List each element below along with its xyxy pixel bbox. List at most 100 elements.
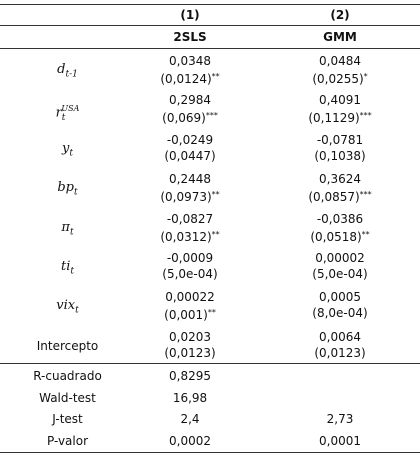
- estimate-cell: 0,4091 (0,1129)***: [275, 92, 405, 126]
- estimate-cell: 0,00002 (5,0e-04): [275, 250, 405, 284]
- column-number: (1): [180, 8, 200, 22]
- statistic-label: R-cuadrado: [33, 369, 102, 383]
- se-value: (0,0123): [314, 345, 366, 360]
- standard-error: (0,0312)**: [125, 227, 255, 245]
- significance-stars: **: [211, 190, 220, 200]
- coefficient: 0,00022: [165, 290, 215, 305]
- coefficient: 0,3624: [319, 172, 361, 187]
- rule: [0, 363, 420, 364]
- coefficient: 0,00002: [315, 251, 365, 265]
- standard-error: (0,0518)**: [275, 227, 405, 245]
- variable-name: bp: [57, 180, 75, 196]
- standard-error: (0,0255)*: [275, 69, 405, 87]
- standard-error: (0,1038): [275, 148, 405, 164]
- estimate-cell: -0,0827 (0,0312)**: [125, 211, 255, 245]
- rule: [0, 25, 420, 26]
- estimate-cell: -0,0249 (0,0447): [125, 132, 255, 166]
- standard-error: (0,0447): [125, 148, 255, 164]
- coefficient: 0,0484: [319, 54, 361, 68]
- se-value: (0,0255): [312, 72, 364, 86]
- estimate-cell: 0,3624 (0,0857)***: [275, 171, 405, 205]
- se-value: (0,069): [162, 111, 206, 126]
- variable-name: r: [55, 105, 62, 121]
- standard-error: (0,001)**: [125, 305, 255, 323]
- coefficient: -0,0009: [166, 251, 214, 265]
- se-value: (0,0518): [310, 229, 362, 244]
- statistic-label: J-test: [52, 412, 83, 426]
- coefficient: -0,0827: [166, 211, 214, 226]
- estimate-cell: -0,0009 (5,0e-04): [125, 250, 255, 284]
- standard-error: (8,0e-04): [275, 305, 405, 321]
- estimate-cell: 0,0005 (8,0e-04): [275, 289, 405, 323]
- statistic-label: Wald-test: [39, 390, 96, 405]
- significance-stars: ***: [359, 111, 372, 121]
- rule: [0, 4, 420, 5]
- method-name: GMM: [323, 30, 357, 44]
- statistic-label: P-valor: [46, 433, 89, 448]
- variable-subscript: t: [69, 148, 73, 159]
- se-value: (0,0124): [160, 72, 212, 86]
- coefficient: 0,4091: [319, 93, 361, 108]
- standard-error: (0,069)***: [125, 108, 255, 126]
- se-value: (5,0e-04): [312, 267, 368, 281]
- significance-stars: ***: [359, 190, 372, 200]
- coefficient: -0,0386: [316, 211, 364, 226]
- estimate-cell: 0,0203 (0,0123): [125, 329, 255, 363]
- coefficient: 0,0005: [319, 290, 361, 305]
- variable-name: Intercepto: [36, 338, 99, 353]
- significance-stars: **: [211, 72, 220, 81]
- se-value: (0,0857): [308, 190, 360, 205]
- standard-error: (5,0e-04): [275, 266, 405, 282]
- se-value: (5,0e-04): [162, 267, 218, 281]
- column-number: (2): [330, 8, 350, 22]
- estimate-cell: -0,0781 (0,1038): [275, 132, 405, 166]
- coefficient: 0,2984: [169, 93, 211, 108]
- rule: [0, 452, 420, 453]
- variable-label: tit: [0, 258, 135, 277]
- estimate-cell: 0,00022 (0,001)**: [125, 289, 255, 323]
- significance-stars: **: [361, 229, 370, 239]
- coefficient: 0,0064: [319, 329, 361, 344]
- statistic-value: 0,0002: [169, 433, 211, 448]
- statistic-value: 0,8295: [169, 369, 211, 383]
- standard-error: (0,0123): [275, 345, 405, 361]
- variable-subscript: t: [75, 305, 79, 316]
- coefficient: 0,0203: [169, 329, 211, 344]
- variable-subscript: t-1: [65, 69, 78, 80]
- estimate-cell: 0,2984 (0,069)***: [125, 92, 255, 126]
- statistic-value: 0,0001: [319, 433, 361, 448]
- statistic-value: 2,4: [180, 412, 200, 426]
- variable-label: dt-1: [0, 61, 135, 80]
- variable-label: yt: [0, 140, 135, 159]
- variable-subscript: t: [69, 227, 74, 238]
- coefficient: -0,0249: [166, 132, 214, 147]
- variable-name: π: [61, 219, 70, 235]
- variable-label: bpt: [0, 179, 135, 198]
- significance-stars: **: [207, 308, 216, 318]
- se-value: (0,0973): [160, 190, 212, 205]
- variable-subscript: t: [61, 113, 66, 124]
- estimate-cell: 0,0064 (0,0123): [275, 329, 405, 363]
- variable-label: πt: [0, 219, 135, 238]
- variable-label: rtUSA: [0, 100, 135, 123]
- variable-name: ti: [60, 259, 71, 274]
- estimate-cell: 0,0484 (0,0255)*: [275, 53, 405, 87]
- coefficient: 0,0348: [169, 54, 211, 68]
- variable-label: Intercepto: [0, 337, 135, 355]
- method-name: 2SLS: [173, 30, 207, 44]
- variable-superscript: USA: [61, 104, 80, 114]
- estimate-cell: 0,0348 (0,0124)**: [125, 53, 255, 87]
- coefficient: 0,2448: [169, 172, 211, 187]
- standard-error: (0,0973)**: [125, 187, 255, 205]
- se-value: (0,0123): [164, 345, 216, 360]
- statistic-value: 2,73: [326, 412, 354, 426]
- variable-name: y: [62, 140, 70, 156]
- se-value: (0,0312): [160, 229, 212, 244]
- standard-error: (0,0123): [125, 345, 255, 361]
- se-value: (8,0e-04): [312, 306, 368, 321]
- significance-stars: **: [211, 229, 220, 239]
- se-value: (0,1038): [314, 148, 366, 163]
- estimate-cell: -0,0386 (0,0518)**: [275, 211, 405, 245]
- standard-error: (0,0124)**: [125, 69, 255, 87]
